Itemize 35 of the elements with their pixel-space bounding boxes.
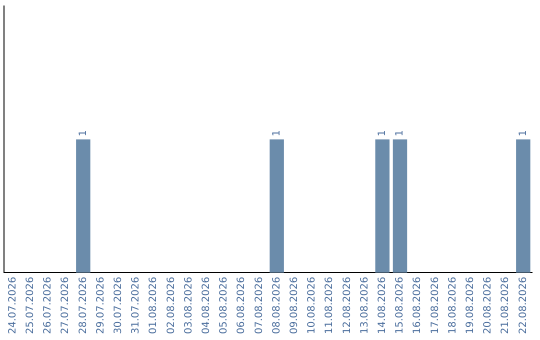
- x-tick-label: 02.08.2026: [166, 276, 177, 334]
- x-tick-label: 13.08.2026: [359, 276, 370, 334]
- data-label: 1: [518, 130, 529, 136]
- x-tick-label: 28.07.2026: [78, 276, 89, 334]
- data-label: 1: [394, 130, 406, 136]
- x-tick-label: 06.08.2026: [236, 276, 248, 334]
- x-tick-label: 26.07.2026: [42, 276, 54, 334]
- x-tick-label: 11.08.2026: [324, 276, 336, 334]
- x-tick-label: 08.08.2026: [271, 276, 282, 334]
- x-tick-label: 27.07.2026: [60, 276, 72, 334]
- x-tick-label: 24.07.2026: [7, 276, 18, 334]
- x-tick-label: 01.08.2026: [148, 276, 160, 334]
- x-tick-label: 12.08.2026: [342, 276, 353, 334]
- x-tick-label: 25.07.2026: [24, 276, 36, 334]
- x-tick-label: 20.08.2026: [482, 276, 494, 334]
- x-tick-label: 07.08.2026: [254, 276, 265, 334]
- x-tick-label: 17.08.2026: [430, 276, 441, 334]
- x-tick-label: 19.08.2026: [464, 276, 476, 334]
- x-tick-label: 16.08.2026: [412, 276, 424, 334]
- x-tick-label: 14.08.2026: [376, 276, 388, 334]
- x-tick-label: 21.08.2026: [500, 276, 512, 334]
- x-tick-label: 04.08.2026: [200, 276, 212, 334]
- x-tick-label: 31.07.2026: [130, 276, 142, 334]
- x-tick-label: 05.08.2026: [218, 276, 230, 334]
- x-tick-label: 22.08.2026: [518, 276, 529, 334]
- data-label: 1: [376, 130, 388, 136]
- x-tick-label: 10.08.2026: [306, 276, 318, 334]
- data-label: 1: [271, 130, 282, 136]
- data-label: 1: [78, 130, 89, 136]
- x-tick-label: 29.07.2026: [95, 276, 106, 334]
- x-tick-label: 09.08.2026: [288, 276, 300, 334]
- x-tick-label: 03.08.2026: [183, 276, 194, 334]
- x-tick-label: 18.08.2026: [447, 276, 458, 334]
- x-tick-label: 30.07.2026: [112, 276, 124, 334]
- x-tick-label: 15.08.2026: [394, 276, 406, 334]
